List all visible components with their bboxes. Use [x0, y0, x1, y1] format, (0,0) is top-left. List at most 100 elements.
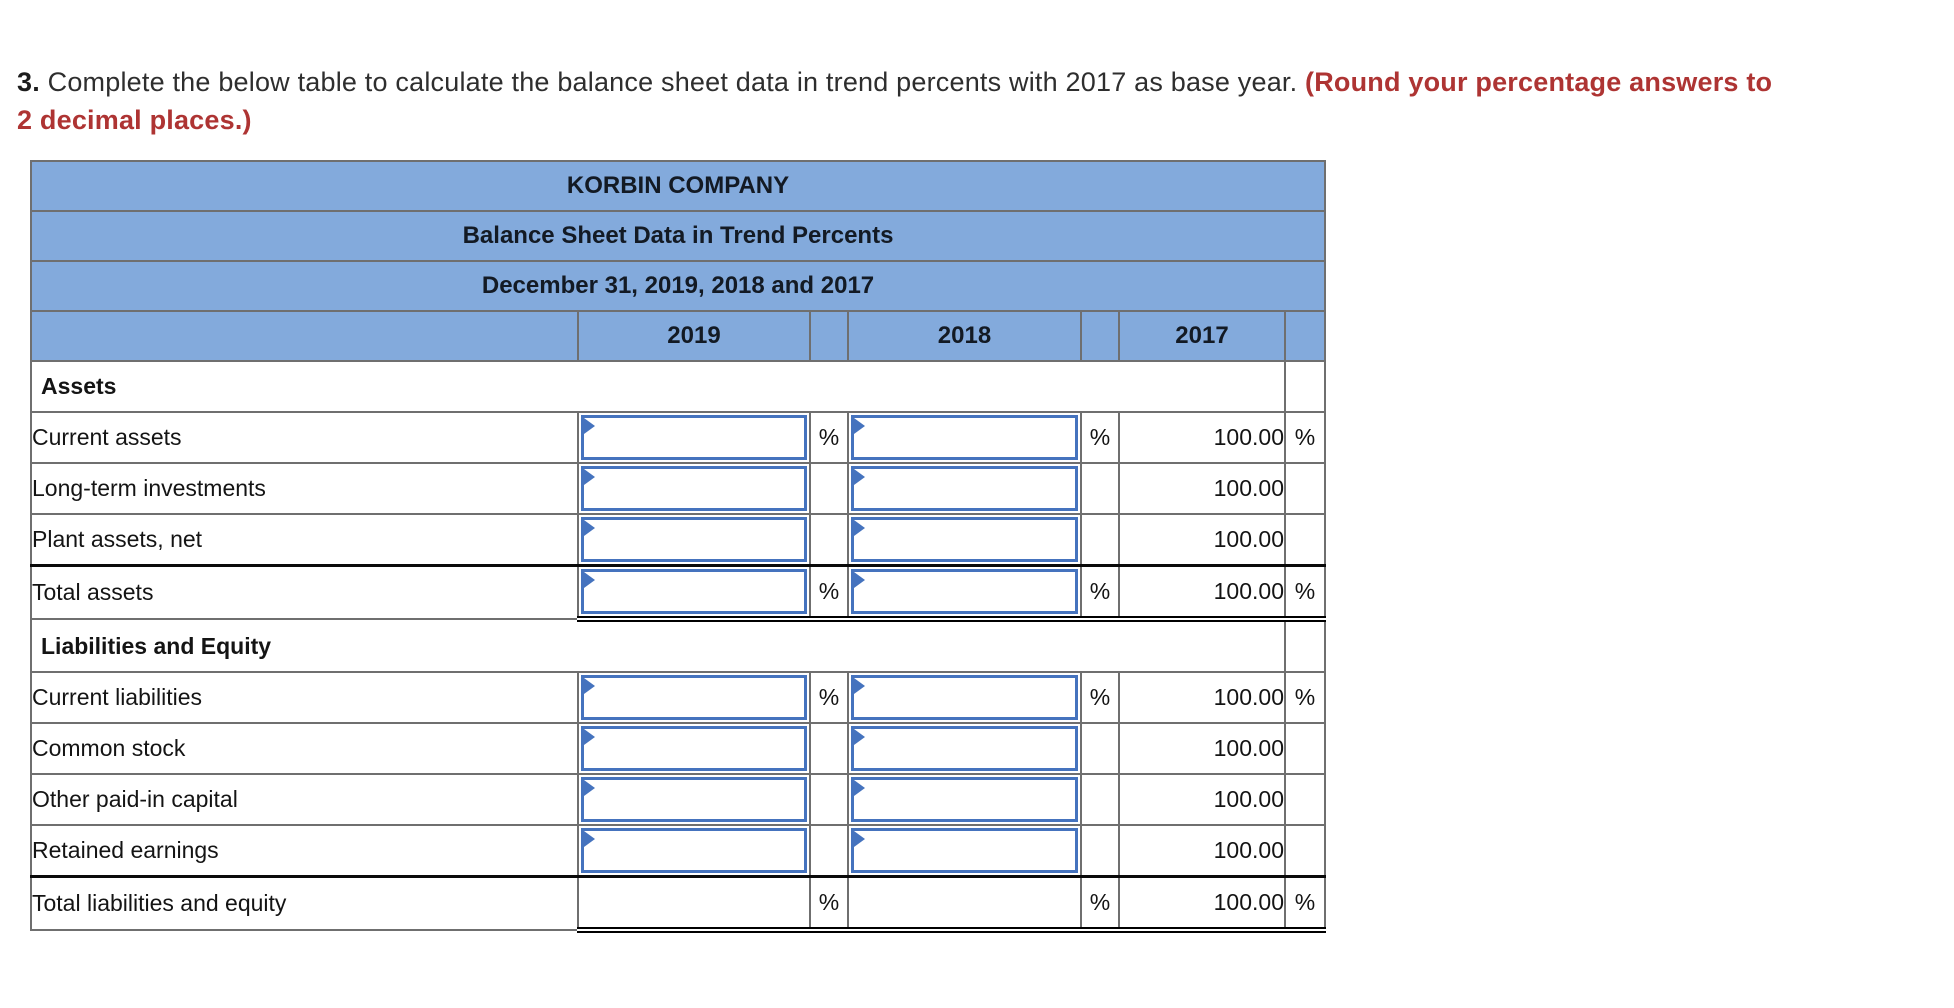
- table-title-row: KORBIN COMPANY: [29, 160, 1327, 212]
- computed-cell-2018: [847, 875, 1082, 933]
- row-label: Current liabilities: [30, 671, 579, 724]
- year-header-2018: 2018: [847, 310, 1082, 362]
- percent-cell: [1080, 513, 1120, 567]
- input-flag-icon: [854, 469, 865, 485]
- year-header-2019: 2019: [577, 310, 811, 362]
- input-common-stock-2018[interactable]: [851, 726, 1078, 771]
- input-flag-icon: [584, 678, 595, 694]
- base-year-value: 100.00: [1118, 722, 1286, 775]
- percent-cell: %: [809, 564, 849, 622]
- base-year-value: 100.00: [1118, 773, 1286, 826]
- row-plant-assets-net: Plant assets, net 100.00: [30, 513, 1327, 567]
- percent-cell: %: [809, 411, 849, 464]
- row-long-term-investments: Long-term investments 100.00: [30, 462, 1327, 515]
- percent-cell: [1283, 513, 1327, 567]
- percent-cell: [809, 513, 849, 567]
- balance-sheet-trend-table: KORBIN COMPANY Balance Sheet Data in Tre…: [29, 160, 1327, 933]
- percent-cell: %: [809, 671, 849, 724]
- percent-cell: [1283, 618, 1327, 673]
- row-label: Long-term investments: [30, 462, 579, 515]
- input-flag-icon: [584, 780, 595, 796]
- percent-cell: [809, 722, 849, 775]
- percent-cell: [1080, 462, 1120, 515]
- base-year-value: 100.00: [1118, 462, 1286, 515]
- company-name: KORBIN COMPANY: [29, 160, 1327, 212]
- percent-cell: %: [1283, 875, 1327, 933]
- base-year-value: 100.00: [1118, 411, 1286, 464]
- table-period-row: December 31, 2019, 2018 and 2017: [29, 260, 1327, 312]
- input-flag-icon: [854, 572, 865, 588]
- percent-cell: [1283, 773, 1327, 826]
- year-header-2017: 2017: [1118, 310, 1286, 362]
- base-year-value: 100.00: [1118, 824, 1286, 878]
- row-label: Current assets: [30, 411, 579, 464]
- row-total-assets: Total assets % % 100.00 %: [30, 564, 1327, 622]
- input-flag-icon: [584, 729, 595, 745]
- input-other-paid-in-capital-2019[interactable]: [581, 777, 807, 822]
- percent-cell: [809, 824, 849, 878]
- input-total-assets-2018[interactable]: [851, 569, 1078, 614]
- question-text: 3. Complete the below table to calculate…: [17, 63, 1787, 139]
- percent-cell: %: [1080, 875, 1120, 933]
- section-label: Liabilities and Equity: [30, 618, 1286, 673]
- input-current-assets-2018[interactable]: [851, 415, 1078, 460]
- row-current-liabilities: Current liabilities % % 100.00 %: [30, 671, 1327, 724]
- row-label: Plant assets, net: [30, 513, 579, 567]
- percent-cell: %: [1080, 411, 1120, 464]
- percent-cell: %: [1283, 671, 1327, 724]
- percent-cell: [1283, 722, 1327, 775]
- row-label: Other paid-in capital: [30, 773, 579, 826]
- input-common-stock-2019[interactable]: [581, 726, 807, 771]
- input-retained-earnings-2018[interactable]: [851, 828, 1078, 873]
- percent-cell: %: [1283, 411, 1327, 464]
- input-retained-earnings-2019[interactable]: [581, 828, 807, 873]
- percent-cell: [1283, 462, 1327, 515]
- base-year-value: 100.00: [1118, 564, 1286, 622]
- input-long-term-investments-2019[interactable]: [581, 466, 807, 511]
- base-year-value: 100.00: [1118, 671, 1286, 724]
- base-year-value: 100.00: [1118, 875, 1286, 933]
- input-flag-icon: [584, 418, 595, 434]
- percent-cell: %: [809, 875, 849, 933]
- input-flag-icon: [854, 780, 865, 796]
- row-common-stock: Common stock 100.00: [30, 722, 1327, 775]
- input-flag-icon: [854, 729, 865, 745]
- input-long-term-investments-2018[interactable]: [851, 466, 1078, 511]
- input-plant-assets-2018[interactable]: [851, 517, 1078, 562]
- percent-cell: [1283, 360, 1327, 413]
- row-label: Total assets: [30, 564, 579, 620]
- input-current-liabilities-2018[interactable]: [851, 675, 1078, 720]
- row-retained-earnings: Retained earnings 100.00: [30, 824, 1327, 878]
- year-header-spacer-cell: [809, 310, 849, 362]
- section-label: Assets: [30, 360, 1286, 413]
- input-current-liabilities-2019[interactable]: [581, 675, 807, 720]
- row-total-liabilities-and-equity: Total liabilities and equity % % 100.00 …: [30, 875, 1327, 933]
- year-header-spacer-cell: [1283, 310, 1327, 362]
- input-flag-icon: [854, 520, 865, 536]
- input-plant-assets-2019[interactable]: [581, 517, 807, 562]
- percent-cell: %: [1080, 671, 1120, 724]
- year-header-row: 2019 2018 2017: [30, 310, 1327, 362]
- percent-cell: [1283, 824, 1327, 878]
- percent-cell: [1080, 773, 1120, 826]
- row-assets-section: Assets: [30, 360, 1327, 413]
- row-current-assets: Current assets % % 100.00 %: [30, 411, 1327, 464]
- computed-cell-2019: [577, 875, 811, 933]
- percent-cell: [809, 773, 849, 826]
- percent-cell: [1080, 824, 1120, 878]
- percent-cell: [1080, 722, 1120, 775]
- row-label: Common stock: [30, 722, 579, 775]
- question-number: 3.: [17, 67, 40, 97]
- percent-cell: [809, 462, 849, 515]
- table-subtitle: Balance Sheet Data in Trend Percents: [29, 210, 1327, 262]
- input-total-assets-2019[interactable]: [581, 569, 807, 614]
- input-flag-icon: [584, 520, 595, 536]
- row-other-paid-in-capital: Other paid-in capital 100.00: [30, 773, 1327, 826]
- input-flag-icon: [854, 831, 865, 847]
- input-other-paid-in-capital-2018[interactable]: [851, 777, 1078, 822]
- input-flag-icon: [584, 831, 595, 847]
- input-current-assets-2019[interactable]: [581, 415, 807, 460]
- question-rounding-note: (Round your percentage answers to 2 deci…: [17, 67, 1773, 135]
- input-flag-icon: [854, 678, 865, 694]
